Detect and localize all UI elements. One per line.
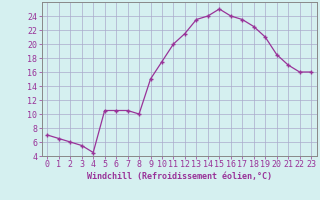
- X-axis label: Windchill (Refroidissement éolien,°C): Windchill (Refroidissement éolien,°C): [87, 172, 272, 181]
